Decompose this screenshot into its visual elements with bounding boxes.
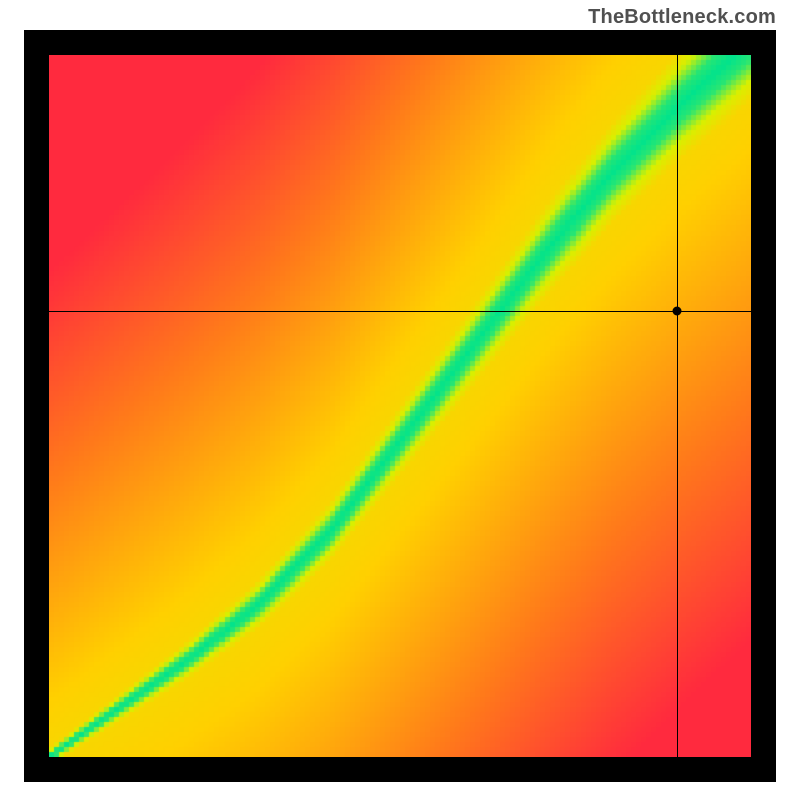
plot-outer-frame: [24, 30, 776, 782]
crosshair-vertical: [677, 55, 678, 757]
marker-dot: [672, 307, 681, 316]
crosshair-horizontal: [49, 311, 751, 312]
chart-container: TheBottleneck.com: [0, 0, 800, 800]
heatmap-canvas: [49, 55, 751, 757]
watermark-text: TheBottleneck.com: [588, 6, 776, 29]
plot-area: [49, 55, 751, 757]
